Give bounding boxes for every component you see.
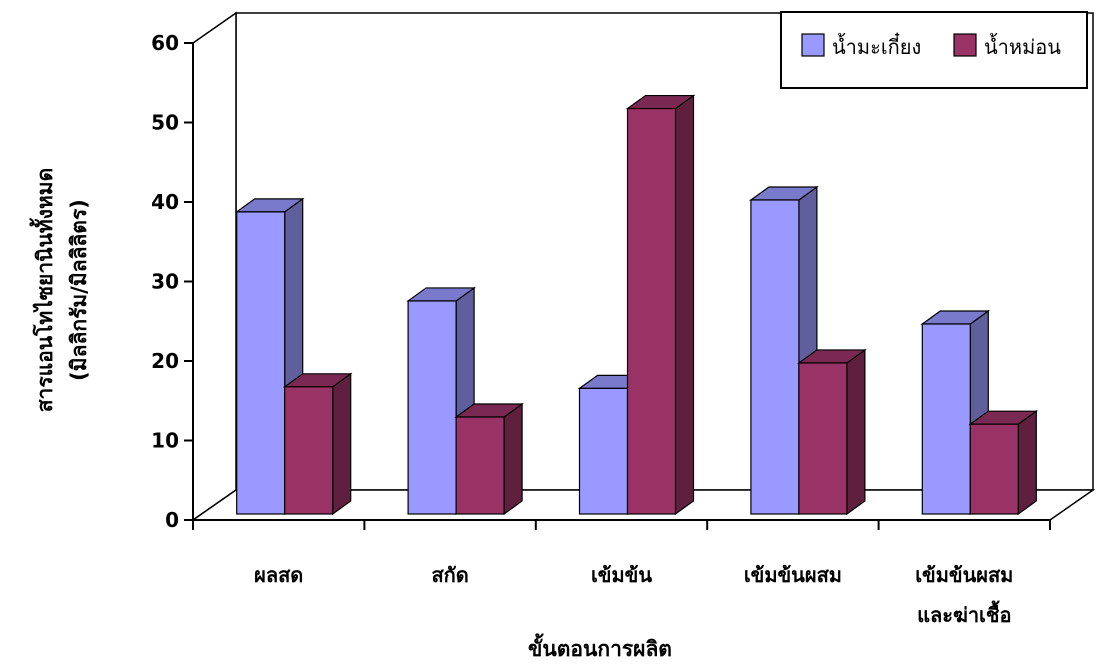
legend-label: น้ำหม่อน [984, 33, 1061, 59]
bar-side-face [846, 348, 866, 516]
bar-front-face [578, 387, 629, 515]
bar-1-2 [625, 94, 696, 516]
category-label: เข้มข้นผสมและฆ่าเชื้อ [915, 563, 1013, 627]
bar-1-0 [282, 372, 353, 516]
bars [234, 94, 1039, 516]
y-tick-label: 10 [151, 429, 179, 453]
bar-front-face [798, 362, 848, 515]
y-tick-label: 30 [151, 270, 179, 294]
bar-front-face [921, 323, 971, 515]
bar-front-face [626, 107, 677, 515]
bar-1-1 [454, 402, 524, 516]
bar-side-face [674, 94, 695, 516]
bar-side-face [1017, 409, 1037, 516]
y-axis-title: สารแอนโทไซยานินทั้งหมด (มิลลิกรัม/มิลลิลิ… [29, 168, 91, 413]
category-label: เข้มข้นผสม [744, 563, 842, 587]
y-axis-title-text: สารแอนโทไซยานินทั้งหมด (มิลลิกรัม/มิลลิลิ… [29, 168, 91, 413]
legend-swatch [953, 33, 977, 57]
y-tick-label: 50 [151, 111, 179, 135]
y-ticks: 0 10 20 30 40 50 60 [151, 31, 193, 532]
category-label: เข้มข้น [591, 563, 652, 587]
x-ticks [192, 520, 1051, 530]
category-labels: ผลสด สกัด เข้มข้น เข้มข้นผสม เข้มข้นผสมและฆ่… [254, 563, 1013, 627]
left-wall [192, 11, 237, 522]
bar-front-face [969, 423, 1019, 515]
bar-side-face [332, 372, 352, 516]
bar-front-face [236, 211, 286, 515]
y-tick-label: 0 [165, 508, 179, 532]
bar-front-face [455, 416, 505, 515]
bar-side-face [503, 402, 523, 516]
bar-1-4 [968, 409, 1039, 516]
category-label: ผลสด [254, 563, 303, 587]
x-axis-title: ขั้นตอนการผลิต [528, 633, 672, 661]
bar-front-face [284, 386, 334, 515]
y-tick-label: 20 [151, 349, 179, 373]
legend-box [780, 11, 1088, 89]
legend-label: น้ำมะเกี๋ยง [832, 32, 921, 59]
legend: น้ำมะเกี๋ยง น้ำหม่อน [780, 11, 1088, 89]
y-tick-label: 60 [151, 31, 179, 55]
category-label: สกัด [431, 563, 468, 587]
legend-swatch [801, 33, 825, 57]
y-tick-label: 40 [151, 190, 179, 214]
axes: 0 10 20 30 40 50 60 [151, 31, 1051, 532]
bar-front-face [407, 300, 457, 515]
bar-front-face [750, 199, 800, 515]
bar-1-3 [797, 348, 867, 516]
